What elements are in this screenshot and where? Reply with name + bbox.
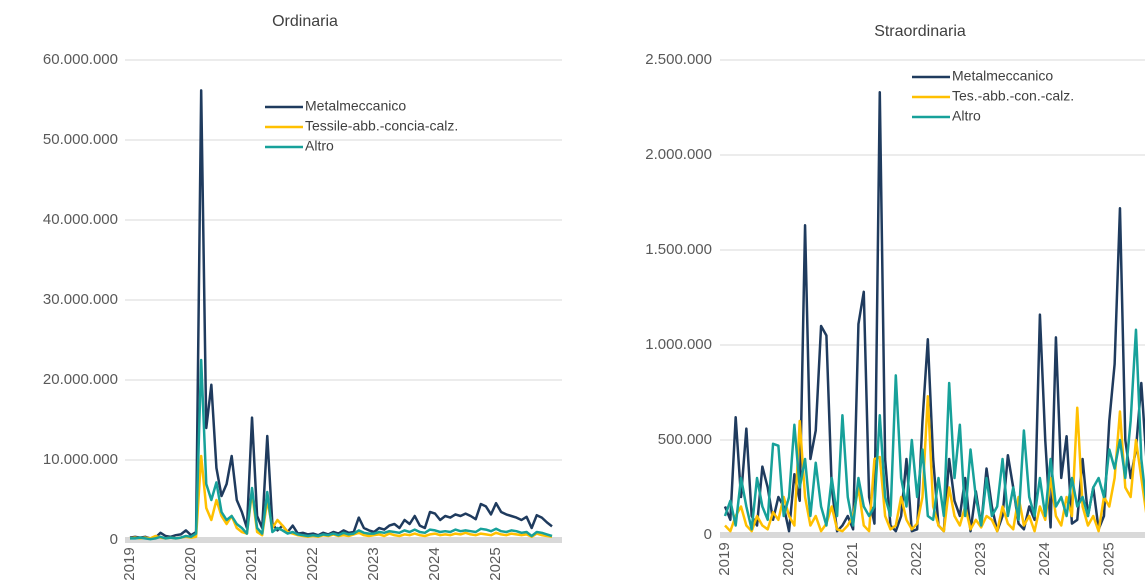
x-tick-label: 2024 — [426, 547, 443, 580]
y-tick-label: 50.000.000 — [43, 131, 118, 148]
y-tick-label: 1.500.000 — [645, 241, 712, 258]
legend-label: Altro — [952, 108, 981, 124]
data-line — [723, 91, 1145, 533]
chart-title: Ordinaria — [272, 13, 338, 30]
x-tick-label: 2020 — [182, 547, 199, 580]
y-tick-label: 30.000.000 — [43, 291, 118, 308]
y-tick-label: 60.000.000 — [43, 51, 118, 68]
legend-label: Metalmeccanico — [952, 68, 1053, 84]
data-line — [723, 328, 1145, 531]
legend-label: Altro — [305, 138, 334, 154]
data-line — [724, 395, 1145, 533]
data-line — [130, 358, 553, 541]
legend-label: Tessile-abb.-concia-calz. — [305, 118, 458, 134]
x-tick-label: 2020 — [780, 542, 797, 575]
x-tick-label: 2021 — [243, 547, 260, 580]
y-tick-label: 10.000.000 — [43, 451, 118, 468]
x-tick-label: 2025 — [487, 547, 504, 580]
legend-label: Metalmeccanico — [305, 98, 406, 114]
x-tick-label: 2019 — [121, 547, 138, 580]
data-line — [129, 89, 553, 540]
x-tick-label: 2019 — [716, 542, 733, 575]
x-tick-label: 2022 — [908, 542, 925, 575]
x-tick-label: 2024 — [1036, 542, 1053, 575]
chart-title: Straordinaria — [874, 23, 966, 40]
y-tick-label: 0 — [704, 526, 712, 543]
y-tick-label: 2.500.000 — [645, 51, 712, 68]
y-tick-label: 500.000 — [658, 431, 712, 448]
x-tick-label: 2025 — [1100, 542, 1117, 575]
legend-label: Tes.-abb.-con.-calz. — [952, 88, 1074, 104]
y-tick-label: 20.000.000 — [43, 371, 118, 388]
y-tick-label: 1.000.000 — [645, 336, 712, 353]
x-tick-label: 2023 — [972, 542, 989, 575]
x-tick-label: 2022 — [304, 547, 321, 580]
y-tick-label: 0 — [110, 531, 118, 548]
x-tick-label: 2021 — [844, 542, 861, 575]
data-line — [129, 454, 553, 540]
x-tick-label: 2023 — [365, 547, 382, 580]
y-tick-label: 40.000.000 — [43, 211, 118, 228]
y-tick-label: 2.000.000 — [645, 146, 712, 163]
